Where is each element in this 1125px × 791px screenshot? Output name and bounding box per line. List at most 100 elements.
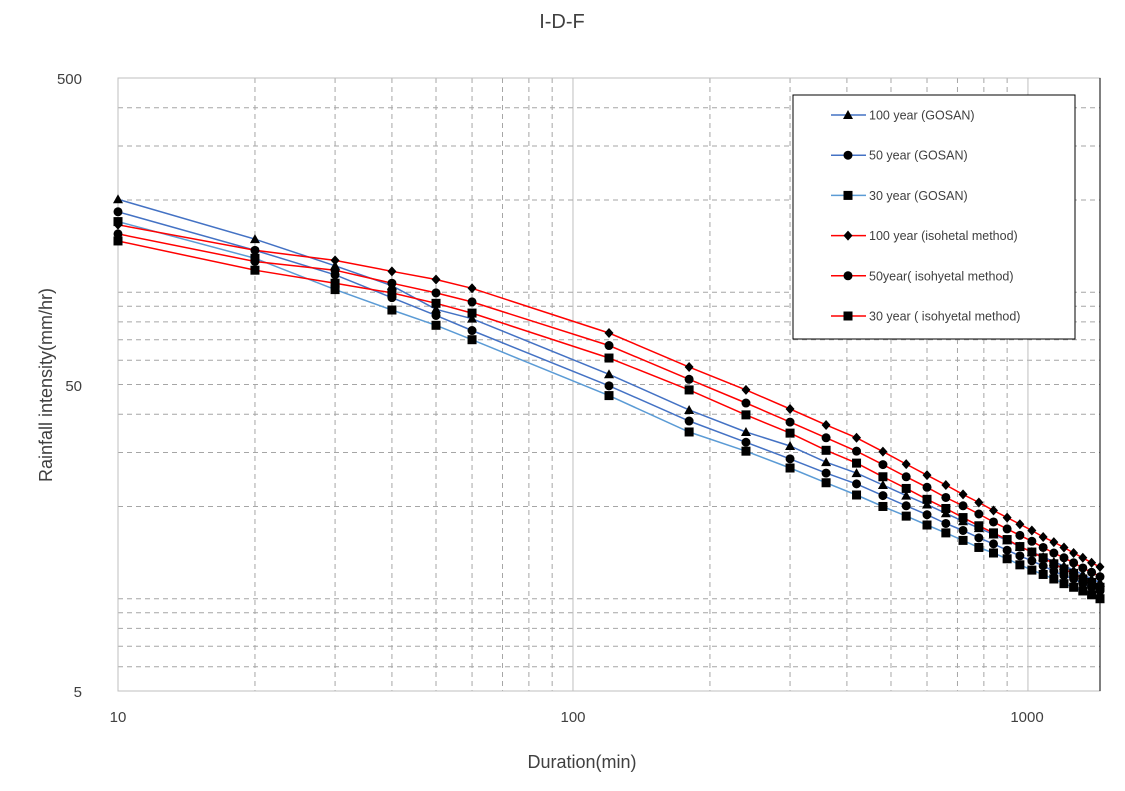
data-point <box>741 446 751 456</box>
data-point <box>741 398 751 408</box>
data-point <box>1002 512 1012 523</box>
data-point <box>1078 586 1088 596</box>
data-point <box>988 539 998 549</box>
data-point <box>1015 530 1025 540</box>
x-axis-title: Duration(min) <box>527 752 636 772</box>
data-point <box>741 384 751 395</box>
data-point <box>1087 567 1097 577</box>
data-point <box>785 463 795 473</box>
legend-label: 100 year (GOSAN) <box>869 109 975 123</box>
data-point <box>941 528 951 538</box>
data-point <box>387 266 397 277</box>
data-point <box>113 207 123 217</box>
data-point <box>113 229 123 239</box>
data-point <box>330 265 340 275</box>
data-point <box>467 326 477 336</box>
data-point <box>974 497 984 508</box>
data-point <box>1059 542 1069 553</box>
data-point <box>958 513 968 523</box>
data-point <box>852 458 862 468</box>
data-point <box>684 385 694 395</box>
data-point <box>851 468 862 478</box>
legend-marker <box>843 271 853 281</box>
x-tick-label: 1000 <box>1010 709 1043 726</box>
data-point <box>1087 590 1097 600</box>
x-tick-label: 100 <box>560 709 585 726</box>
legend-item: 100 year (isohetal method) <box>831 229 1018 243</box>
data-point <box>941 492 951 502</box>
data-point <box>852 432 862 443</box>
data-point <box>878 460 888 470</box>
data-point <box>387 278 397 288</box>
data-point <box>1027 536 1037 546</box>
legend-label: 50 year (GOSAN) <box>869 149 968 163</box>
data-point <box>431 310 441 320</box>
data-point <box>1038 532 1048 543</box>
data-point <box>467 313 478 323</box>
data-point <box>1049 559 1059 569</box>
data-point <box>901 483 911 493</box>
data-point <box>974 509 984 519</box>
data-point <box>785 417 795 427</box>
data-point <box>901 490 912 500</box>
data-point <box>467 308 477 318</box>
x-tick-label: 10 <box>110 709 127 726</box>
data-point <box>901 501 911 511</box>
data-point <box>1038 553 1048 563</box>
data-point <box>901 511 911 521</box>
data-point <box>901 459 911 470</box>
legend-item: 50 year (GOSAN) <box>831 149 968 163</box>
y-tick-label: 50 <box>65 378 82 395</box>
legend-item: 50year( isohyetal method) <box>831 269 1014 283</box>
data-point <box>821 433 831 443</box>
data-point <box>330 278 340 288</box>
data-point <box>113 219 123 230</box>
data-point <box>1027 565 1037 575</box>
series-markers-5 <box>113 236 1105 592</box>
data-point <box>852 490 862 500</box>
data-point <box>740 426 751 436</box>
data-point <box>1049 574 1059 584</box>
data-point <box>250 256 260 266</box>
data-point <box>1069 547 1079 558</box>
data-point <box>941 518 951 528</box>
data-point <box>877 480 888 490</box>
legend-marker <box>843 230 853 241</box>
data-point <box>941 503 951 513</box>
series-markers-3 <box>113 219 1105 572</box>
data-point <box>878 446 888 457</box>
data-point <box>431 274 441 285</box>
legend-marker <box>843 311 853 321</box>
series-markers-4 <box>113 229 1105 582</box>
data-point <box>1002 535 1012 545</box>
legend-item: 100 year (GOSAN) <box>831 109 975 123</box>
data-point <box>974 542 984 552</box>
data-point <box>1095 594 1105 604</box>
data-point <box>431 298 441 308</box>
data-point <box>878 491 888 501</box>
data-point <box>431 288 441 298</box>
data-point <box>1038 561 1048 571</box>
data-point <box>1078 552 1088 563</box>
data-point <box>1069 558 1079 568</box>
data-point <box>1059 579 1069 589</box>
data-point <box>1038 569 1048 579</box>
data-point <box>431 304 442 314</box>
data-point <box>1095 582 1105 592</box>
data-point <box>1095 572 1105 582</box>
data-point <box>1015 560 1025 570</box>
data-point <box>249 234 260 244</box>
data-point <box>250 265 260 275</box>
data-point <box>604 381 614 391</box>
data-point <box>1027 556 1037 566</box>
data-point <box>1059 553 1069 563</box>
data-point <box>431 320 441 330</box>
data-point <box>1038 542 1048 552</box>
data-point <box>604 341 614 351</box>
y-tick-label: 500 <box>57 71 82 88</box>
data-point <box>922 482 932 492</box>
data-point <box>113 236 123 246</box>
data-point <box>1095 561 1105 572</box>
legend-label: 100 year (isohetal method) <box>869 229 1018 243</box>
data-point <box>604 353 614 363</box>
